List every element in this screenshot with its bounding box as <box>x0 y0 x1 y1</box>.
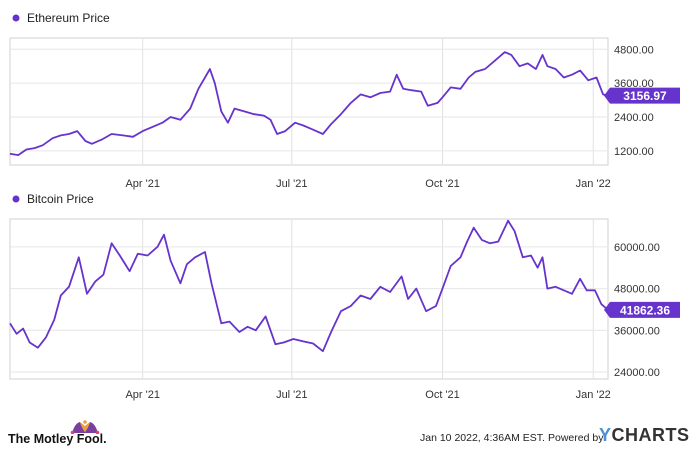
last-value-label: 3156.97 <box>623 89 667 103</box>
legend-dot <box>12 195 20 203</box>
plot-frame <box>9 37 609 166</box>
series-line <box>9 51 609 156</box>
x-tick-label: Apr '21 <box>125 178 160 190</box>
plot-frame <box>9 218 609 380</box>
timestamp: Jan 10 2022, 4:36AM EST. <box>420 432 545 444</box>
y-tick-label: 1200.00 <box>614 146 654 158</box>
x-tick-label: Jan '22 <box>576 389 611 401</box>
x-tick-label: Jul '21 <box>276 389 307 401</box>
chart-area: Ethereum Price Apr '21 Jul '21 Oct '21 Jan '… <box>9 11 680 401</box>
x-tick-label: Oct '21 <box>425 389 460 401</box>
x-tick-label: Jul '21 <box>276 178 307 190</box>
y-tick-label: 48000.00 <box>614 284 660 296</box>
y-tick-label: 60000.00 <box>614 242 660 254</box>
last-value-badge <box>604 87 680 104</box>
brand-name: The Motley Fool. <box>8 432 107 446</box>
legend-label: Bitcoin Price <box>27 192 94 206</box>
last-value-badge <box>604 301 680 318</box>
ycharts-y: Y <box>599 425 612 445</box>
ycharts-logo: YCHARTS <box>599 425 690 446</box>
y-tick-label: 4800.00 <box>614 44 654 56</box>
y-tick-label: 36000.00 <box>614 325 660 337</box>
legend-label: Ethereum Price <box>27 11 110 25</box>
x-tick-label: Oct '21 <box>425 178 460 190</box>
ycharts-text: CHARTS <box>611 425 690 445</box>
last-value-label: 41862.36 <box>620 303 670 317</box>
x-tick-label: Apr '21 <box>125 389 160 401</box>
y-tick-label: 2400.00 <box>614 112 654 124</box>
legend-dot <box>12 14 20 22</box>
y-tick-label: 24000.00 <box>614 367 660 379</box>
powered-by-text: Powered by <box>548 432 604 444</box>
footer: The Motley Fool. Jan 10 2022, 4:36AM EST… <box>0 418 700 450</box>
jester-cap-icon <box>70 420 100 434</box>
series-line <box>9 219 609 353</box>
x-tick-label: Jan '22 <box>576 178 611 190</box>
y-tick-label: 3600.00 <box>614 78 654 90</box>
